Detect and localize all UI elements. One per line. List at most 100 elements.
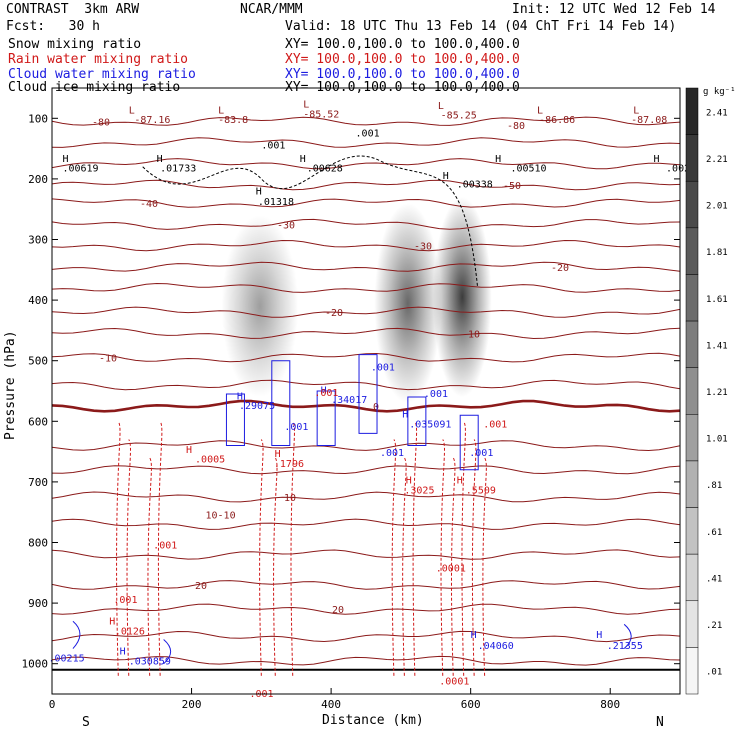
contour-label-49: .5509 bbox=[466, 485, 496, 496]
cloud-water-contour-1 bbox=[271, 360, 291, 447]
colorbar-swatch-1 bbox=[685, 134, 699, 182]
field-cloudwater-xy: XY= 100.0,100.0 to 100.0,400.0 bbox=[285, 67, 520, 82]
contour-label-7: -85.25 bbox=[441, 110, 477, 121]
contour-label-33: .34017 bbox=[331, 395, 367, 406]
temperature-contour-6 bbox=[52, 239, 680, 252]
cloud-water-contour-0 bbox=[225, 393, 245, 447]
contour-label-53: .001 bbox=[113, 595, 137, 606]
contour-label-35: .001 bbox=[424, 389, 448, 400]
y-tick-label-6: 700 bbox=[28, 476, 48, 489]
rain-contour-8 bbox=[402, 457, 407, 676]
contour-label-45: .1796 bbox=[274, 459, 304, 470]
colorbar-swatch-12 bbox=[685, 647, 699, 695]
low-cloud-contour-0 bbox=[72, 620, 81, 649]
contour-labels: L-87.16L-83.8L-85.52L-85.25-80L-86.86L-8… bbox=[49, 99, 697, 700]
temperature-contour-9 bbox=[52, 306, 680, 318]
low-cloud-contour-1 bbox=[163, 639, 172, 665]
temperature-contour-label-5: -30 bbox=[277, 220, 295, 231]
colorbar-swatch-11 bbox=[685, 600, 699, 648]
contour-label-39: .001 bbox=[380, 448, 404, 459]
colorbar-swatch-10 bbox=[685, 553, 699, 602]
contour-label-47: .3025 bbox=[404, 485, 434, 496]
temperature-contour-label-7: -20 bbox=[551, 263, 569, 274]
temperature-contour-1 bbox=[52, 137, 680, 148]
y-tick-label-3: 400 bbox=[28, 294, 48, 307]
contour-label-51: .001 bbox=[153, 541, 177, 552]
x-tick-label-0: 0 bbox=[49, 698, 56, 711]
temperature-contour-3 bbox=[52, 179, 680, 191]
rain-contour-4 bbox=[259, 439, 264, 676]
contour-label-43: .0005 bbox=[195, 455, 225, 466]
contour-label-6: L bbox=[438, 101, 444, 112]
y-tick-label-7: 800 bbox=[28, 537, 48, 550]
contour-label-11: L bbox=[633, 105, 639, 116]
contour-label-23: H bbox=[653, 154, 659, 165]
contour-label-55: .0126 bbox=[115, 627, 145, 638]
y-axis-label: Pressure (hPa) bbox=[3, 330, 18, 440]
cloud-water-contour-4 bbox=[407, 396, 427, 447]
init-time: Init: 12 UTC Wed 12 Feb 14 bbox=[512, 2, 716, 17]
temperature-contour-label-10: -10 bbox=[462, 329, 480, 340]
colorbar-label-0: 2.41 bbox=[706, 108, 728, 118]
contour-label-30: H bbox=[237, 391, 243, 402]
temperature-contour-10 bbox=[52, 327, 680, 340]
contour-label-0: L bbox=[129, 105, 135, 116]
contour-label-48: H bbox=[457, 476, 463, 487]
rain-contour-10 bbox=[440, 439, 445, 676]
colorbar-label-2: 2.01 bbox=[706, 202, 728, 212]
contour-label-3: -83.8 bbox=[218, 115, 248, 126]
contour-label-62: .21355 bbox=[607, 641, 643, 652]
temperature-contour-17 bbox=[52, 518, 680, 530]
contour-label-16: .00619 bbox=[62, 164, 98, 175]
contour-label-50: 10-10 bbox=[206, 510, 236, 521]
x-tick-label-1: 200 bbox=[182, 698, 202, 711]
contour-label-12: -87.08 bbox=[631, 115, 667, 126]
contour-label-41: .001 bbox=[469, 448, 493, 459]
contour-label-5: -85.52 bbox=[303, 110, 339, 121]
cloud-ice-contour bbox=[142, 155, 479, 289]
model-title: CONTRAST 3km ARW bbox=[6, 2, 140, 17]
y-tick-label-1: 200 bbox=[28, 173, 48, 186]
contour-label-57: .030859 bbox=[129, 656, 171, 667]
temperature-contour-label-19: 20 bbox=[195, 581, 207, 592]
contour-label-25: H bbox=[443, 171, 449, 182]
snow-plume-2 bbox=[432, 197, 492, 398]
temperature-contour-label-13: 0 bbox=[373, 402, 379, 413]
rain-contour-1 bbox=[126, 439, 131, 676]
rain-contour-2 bbox=[147, 457, 152, 676]
temperature-contour-18 bbox=[52, 549, 680, 560]
temperature-contour-5 bbox=[52, 218, 680, 230]
rain-contour-7 bbox=[391, 439, 397, 676]
rain-contour-5 bbox=[273, 457, 278, 676]
contour-label-20: .00628 bbox=[307, 164, 343, 175]
contour-label-29: .001 bbox=[371, 362, 395, 373]
field-snow-name: Snow mixing ratio bbox=[8, 37, 142, 52]
contour-label-9: L bbox=[537, 105, 543, 116]
contour-label-64: .001 bbox=[249, 689, 273, 700]
colorbar-label-8: .81 bbox=[706, 481, 722, 491]
contour-label-24: .0020 bbox=[666, 164, 696, 175]
colorbar-label-3: 1.81 bbox=[706, 248, 728, 258]
temperature-contour-label-0: -80 bbox=[92, 117, 110, 128]
hydrometeor-contours bbox=[72, 155, 632, 676]
contour-label-37: H bbox=[402, 410, 408, 421]
field-rain-xy: XY= 100.0,100.0 to 100.0,400.0 bbox=[285, 52, 520, 67]
temperature-contour-2 bbox=[52, 158, 680, 170]
x-end-label-right: N bbox=[656, 715, 664, 730]
contour-label-15: H bbox=[62, 154, 68, 165]
contour-label-44: H bbox=[275, 449, 281, 460]
contour-label-17: H bbox=[157, 154, 163, 165]
contour-label-63: .0001 bbox=[439, 676, 469, 687]
temperature-contour-label-4: -40 bbox=[140, 199, 158, 210]
contour-label-36: .001 bbox=[284, 422, 308, 433]
temperature-contour-14 bbox=[52, 440, 680, 452]
colorbar-swatch-4 bbox=[685, 274, 699, 322]
valid-time: Valid: 18 UTC Thu 13 Feb 14 (04 ChT Fri … bbox=[285, 19, 677, 34]
colorbar-swatch-7 bbox=[685, 414, 699, 462]
contour-label-26: .00338 bbox=[457, 179, 493, 190]
cloud-water-contour-2 bbox=[316, 390, 336, 447]
colorbar-label-6: 1.21 bbox=[706, 388, 728, 398]
rain-contour-12 bbox=[461, 421, 466, 676]
colorbar-label-4: 1.61 bbox=[706, 295, 728, 305]
